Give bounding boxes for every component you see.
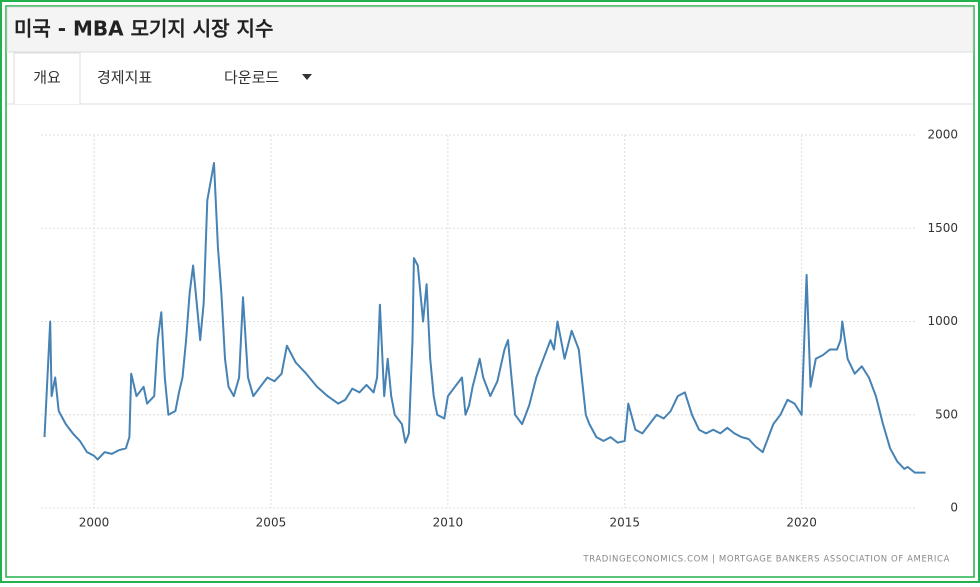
- header-bar: [6, 6, 974, 53]
- tab[interactable]: 다운로드: [224, 69, 279, 87]
- x-tick-label: 2005: [256, 516, 287, 530]
- y-tick-label: 0: [950, 501, 958, 515]
- y-tick-label: 1500: [927, 221, 958, 235]
- data-line: [43, 162, 926, 474]
- active-tab[interactable]: [13, 52, 81, 104]
- inner-frame: [5, 5, 975, 578]
- x-tick-label: 2010: [433, 516, 464, 530]
- y-tick-label: 1000: [927, 314, 958, 328]
- y-tick-label: 500: [935, 407, 958, 421]
- tab[interactable]: 개요: [33, 69, 61, 87]
- x-tick-label: 2015: [609, 516, 640, 530]
- source-note: TRADINGECONOMICS.COM | MORTGAGE BANKERS …: [582, 555, 950, 565]
- x-tick-label: 2020: [786, 516, 817, 530]
- x-tick-label: 2000: [79, 516, 110, 530]
- y-tick-label: 2000: [927, 128, 958, 142]
- dropdown-caret: [302, 74, 312, 80]
- tab[interactable]: 경제지표: [97, 69, 152, 87]
- page-title: 미국 - MBA 모기지 시장 지수: [14, 17, 273, 41]
